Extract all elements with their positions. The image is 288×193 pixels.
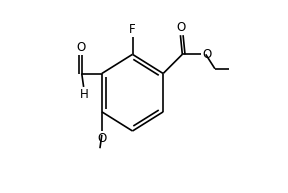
Text: O: O <box>76 41 86 54</box>
Text: F: F <box>129 23 136 36</box>
Text: H: H <box>80 88 88 101</box>
Text: O: O <box>176 21 185 34</box>
Text: O: O <box>97 132 107 145</box>
Text: O: O <box>202 48 212 61</box>
